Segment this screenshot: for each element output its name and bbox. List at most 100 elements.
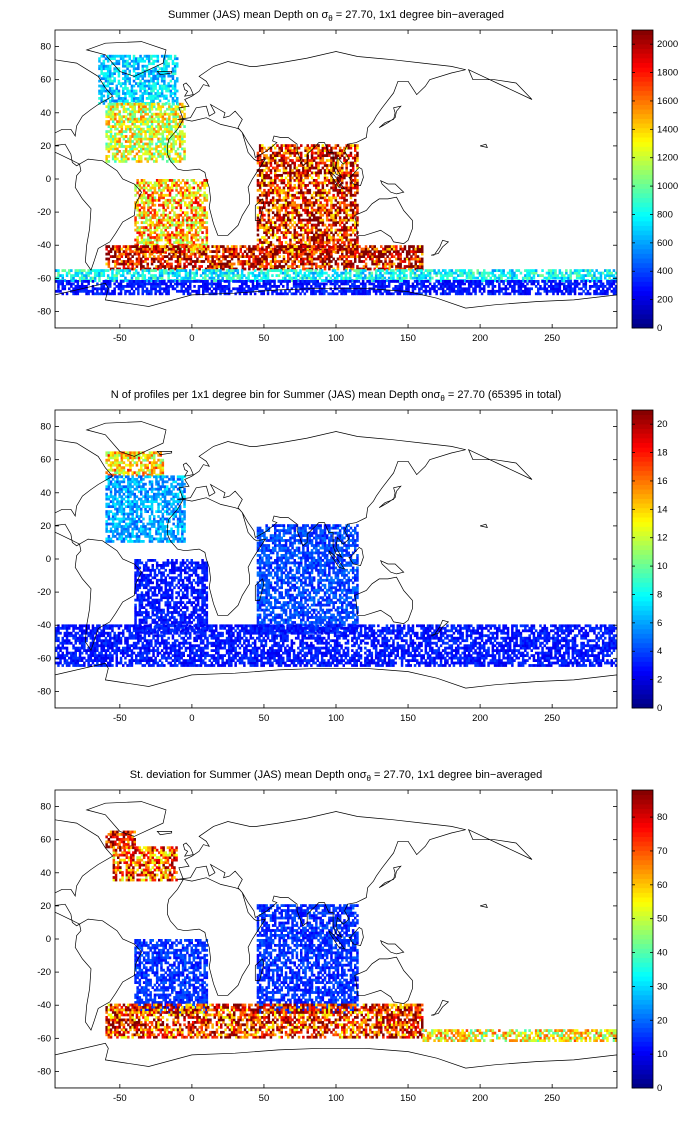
data-cell: [289, 226, 292, 229]
data-cell: [377, 252, 381, 256]
data-cell: [157, 120, 160, 123]
data-cell: [166, 160, 169, 163]
data-cell: [343, 203, 346, 207]
data-cell: [271, 233, 275, 237]
data-cell: [269, 179, 273, 182]
data-cell: [172, 125, 175, 128]
data-cell: [297, 238, 301, 242]
data-cell: [175, 216, 178, 220]
data-cell: [318, 274, 322, 277]
data-cell: [113, 92, 116, 95]
data-cell: [168, 198, 172, 202]
data-cell: [304, 159, 307, 162]
data-cell: [345, 213, 348, 217]
data-cell: [132, 274, 136, 277]
data-cell: [287, 218, 290, 222]
data-cell: [351, 201, 355, 205]
data-cell: [295, 196, 299, 200]
data-cell: [328, 228, 331, 232]
data-cell: [310, 156, 314, 160]
data-cell: [493, 276, 497, 280]
data-cell: [142, 193, 146, 197]
data-cell: [401, 247, 405, 251]
data-cell: [584, 274, 588, 277]
data-cell: [356, 184, 359, 187]
data-cell: [116, 107, 119, 111]
data-cell: [334, 151, 338, 155]
data-cell: [302, 243, 305, 247]
data-cell: [205, 193, 209, 197]
data-cell: [265, 262, 268, 266]
data-cell: [132, 69, 136, 73]
data-cell: [358, 267, 361, 271]
data-cell: [181, 267, 184, 271]
data-cell: [118, 160, 121, 163]
data-cell: [171, 62, 175, 66]
data-cell: [150, 105, 154, 109]
data-cell: [114, 125, 117, 128]
data-cell: [524, 276, 527, 280]
data-cell: [111, 99, 114, 103]
data-cell: [325, 159, 329, 162]
data-cell: [186, 206, 189, 210]
data-cell: [334, 260, 338, 263]
data-cell: [276, 169, 279, 172]
data-cell: [147, 196, 150, 200]
data-cell: [341, 218, 344, 222]
data-cell: [183, 115, 186, 119]
data-cell: [332, 247, 335, 251]
data-cell: [156, 92, 160, 95]
data-cell: [315, 236, 318, 239]
data-cell: [317, 161, 320, 165]
data-cell: [118, 130, 121, 133]
data-cell: [349, 216, 353, 220]
data-cell: [308, 169, 312, 172]
data-cell: [181, 105, 184, 109]
data-cell: [278, 196, 281, 200]
data-cell: [397, 267, 400, 271]
data-cell: [325, 228, 329, 232]
data-cell: [312, 241, 316, 244]
data-cell: [284, 245, 288, 248]
data-cell: [263, 255, 266, 258]
data-cell: [330, 265, 333, 268]
data-cell: [325, 203, 329, 207]
data-cell: [278, 179, 281, 182]
data-cell: [267, 211, 271, 215]
data-cell: [395, 247, 398, 251]
data-cell: [161, 122, 165, 126]
data-cell: [343, 243, 346, 247]
data-cell: [263, 213, 266, 217]
data-cell: [284, 221, 288, 224]
data-cell: [147, 193, 150, 197]
data-cell: [163, 97, 166, 100]
data-cell: [269, 250, 273, 253]
data-cell: [124, 84, 127, 88]
data-cell: [254, 247, 258, 251]
data-cell: [149, 193, 152, 197]
data-cell: [416, 245, 420, 248]
data-cell: [267, 181, 271, 185]
data-cell: [130, 89, 134, 93]
data-cell: [228, 265, 232, 268]
data-cell: [325, 151, 329, 155]
data-cell: [127, 112, 130, 116]
data-cell: [336, 208, 340, 212]
data-cell: [176, 64, 179, 68]
data-cell: [135, 127, 139, 131]
data-cell: [274, 226, 277, 229]
data-cell: [347, 161, 350, 165]
data-cell: [282, 186, 286, 190]
data-cell: [217, 257, 221, 261]
data-cell: [148, 142, 152, 146]
data-cell: [129, 142, 132, 146]
data-cell: [144, 245, 147, 248]
data-cell: [343, 265, 346, 268]
data-cell: [315, 201, 318, 205]
data-cell: [328, 159, 331, 162]
data-cell: [563, 279, 566, 282]
data-cell: [189, 271, 192, 275]
data-cell: [367, 255, 370, 258]
data-cell: [330, 255, 333, 258]
data-cell: [137, 262, 141, 266]
